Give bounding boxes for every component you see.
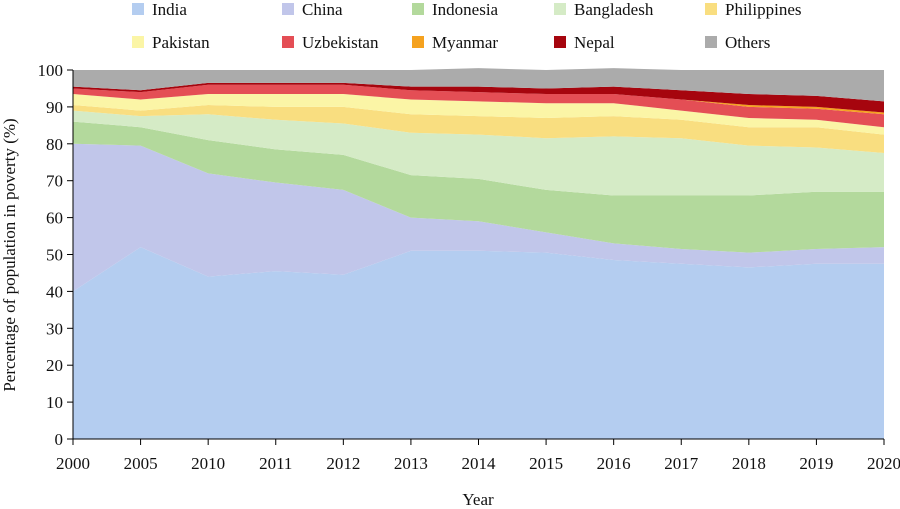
- area-bangladesh: [73, 110, 884, 196]
- legend-swatch: [282, 3, 294, 15]
- legend-swatch: [412, 3, 424, 15]
- x-tick-label: 2015: [529, 454, 563, 473]
- legend-label: Myanmar: [432, 33, 498, 52]
- y-axis-title: Percentage of population in poverty (%): [0, 118, 19, 391]
- legend-swatch: [132, 3, 144, 15]
- legend-label: Nepal: [574, 33, 615, 52]
- legend-swatch: [705, 36, 717, 48]
- x-tick-label: 2005: [124, 454, 158, 473]
- y-tick-label: 10: [46, 393, 63, 412]
- area-china: [73, 143, 884, 292]
- legend-label: Uzbekistan: [302, 33, 379, 52]
- legend-item-nepal: Nepal: [554, 33, 615, 52]
- x-axis-title: Year: [462, 490, 494, 509]
- area-uzbekistan: [73, 84, 884, 128]
- y-tick-label: 80: [46, 135, 63, 154]
- x-tick-label: 2016: [597, 454, 631, 473]
- x-tick-label: 2000: [56, 454, 90, 473]
- y-tick-label: 0: [55, 430, 64, 449]
- area-series-group: [73, 68, 884, 439]
- x-tick-label: 2013: [394, 454, 428, 473]
- legend-item-bangladesh: Bangladesh: [554, 0, 654, 19]
- legend-swatch: [554, 36, 566, 48]
- legend-swatch: [705, 3, 717, 15]
- legend-swatch: [554, 3, 566, 15]
- x-tick-label: 2020: [867, 454, 900, 473]
- y-tick-label: 60: [46, 209, 63, 228]
- legend-label: Others: [725, 33, 770, 52]
- y-tick-label: 40: [46, 282, 63, 301]
- x-tick-label: 2011: [259, 454, 292, 473]
- chart-legend: India China Indonesia Bangladesh Philippines…: [132, 0, 802, 52]
- legend-label: India: [152, 0, 187, 19]
- chart-axes: 0 10 20 30 40 50 60 70 80 90 100 2000 2005 2010 2011 20…: [38, 61, 900, 473]
- y-tick-label: 50: [46, 246, 63, 265]
- legend-swatch: [132, 36, 144, 48]
- x-tick-label: 2014: [462, 454, 497, 473]
- legend-item-myanmar: Myanmar: [412, 33, 498, 52]
- legend-item-india: India: [132, 0, 187, 19]
- legend-swatch: [282, 36, 294, 48]
- x-tick-label: 2017: [664, 454, 699, 473]
- x-tick-label: 2012: [326, 454, 360, 473]
- legend-item-indonesia: Indonesia: [412, 0, 499, 19]
- legend-label: China: [302, 0, 343, 19]
- legend-label: Philippines: [725, 0, 802, 19]
- area-others: [73, 68, 884, 102]
- area-india: [73, 247, 884, 439]
- area-pakistan: [73, 93, 884, 135]
- legend-swatch: [412, 36, 424, 48]
- legend-item-uzbekistan: Uzbekistan: [282, 33, 379, 52]
- legend-label: Pakistan: [152, 33, 210, 52]
- legend-item-china: China: [282, 0, 343, 19]
- legend-item-philippines: Philippines: [705, 0, 802, 19]
- legend-label: Indonesia: [432, 0, 499, 19]
- x-tick-label: 2019: [799, 454, 833, 473]
- area-philippines: [73, 105, 884, 154]
- legend-item-pakistan: Pakistan: [132, 33, 210, 52]
- y-tick-label: 100: [38, 61, 64, 80]
- y-tick-label: 30: [46, 319, 63, 338]
- legend-label: Bangladesh: [574, 0, 654, 19]
- x-tick-label: 2018: [732, 454, 766, 473]
- y-tick-label: 70: [46, 172, 63, 191]
- x-tick-label: 2010: [191, 454, 225, 473]
- y-tick-label: 90: [46, 98, 63, 117]
- legend-item-others: Others: [705, 33, 770, 52]
- area-indonesia: [73, 121, 884, 253]
- y-tick-label: 20: [46, 356, 63, 375]
